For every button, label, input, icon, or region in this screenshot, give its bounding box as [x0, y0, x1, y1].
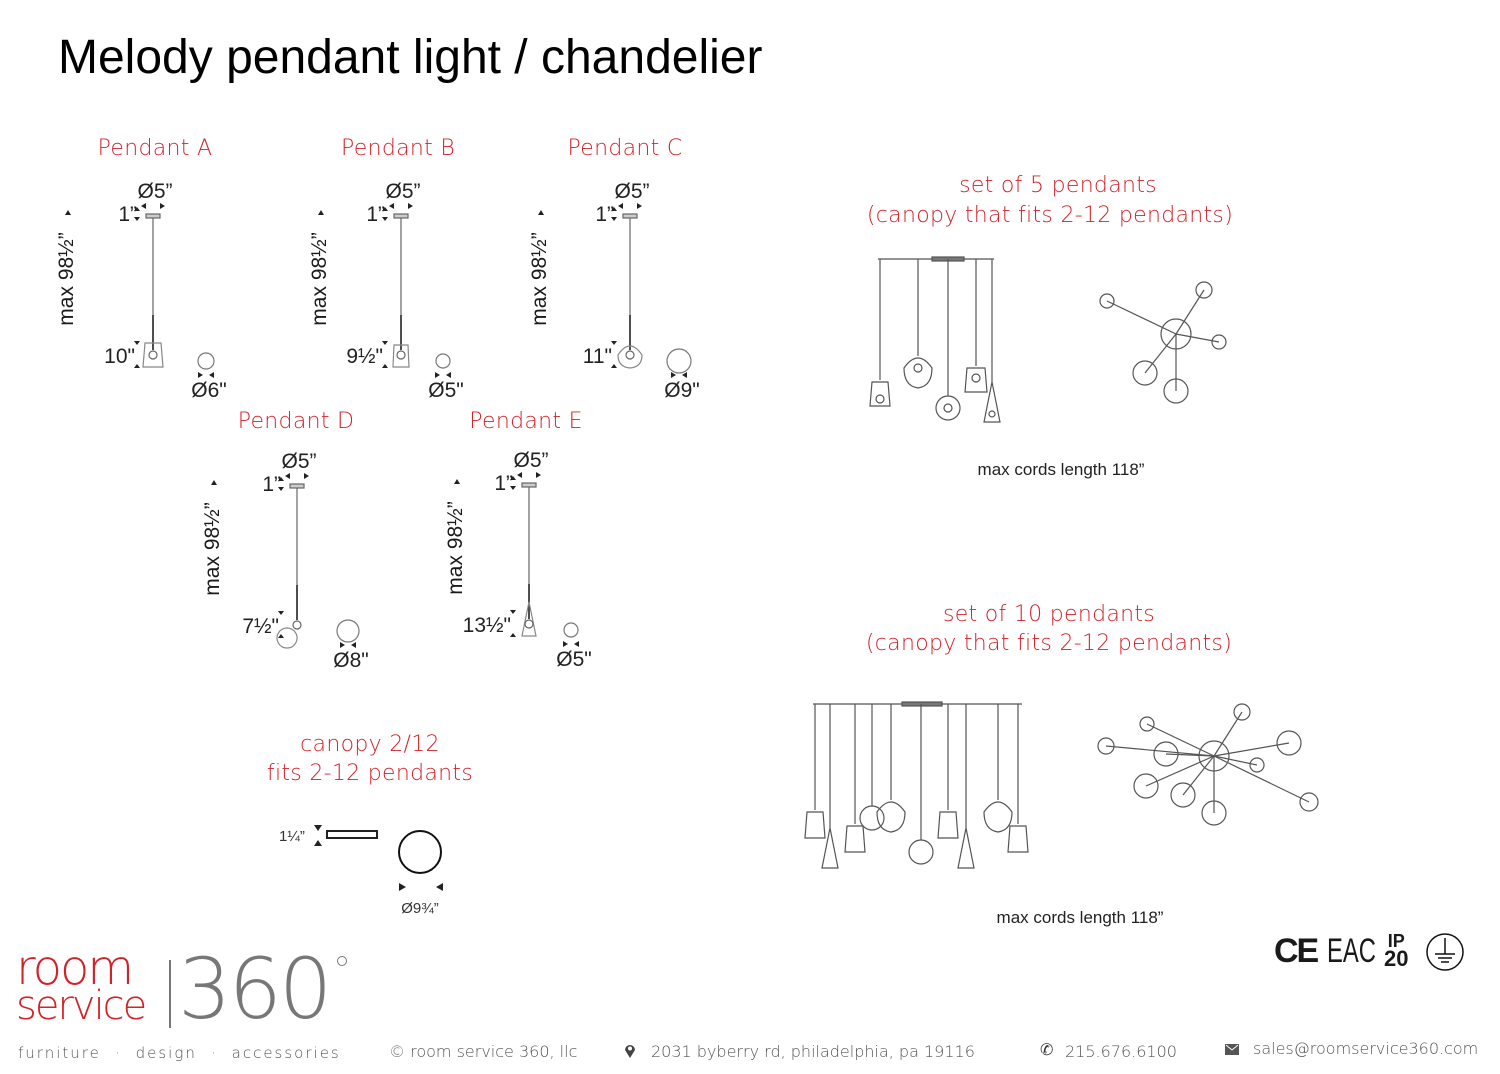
footer-email[interactable]: sales@roomservice360.com	[1253, 1039, 1479, 1058]
logo-divider	[169, 960, 171, 1028]
tagline-accessories: accessories	[231, 1044, 341, 1062]
logo: room service	[16, 940, 147, 1029]
shade-diameter: Ø5"	[428, 379, 464, 402]
ip-number: 20	[1384, 946, 1409, 971]
max-length-label: max 98½”	[201, 502, 224, 596]
set10-caption: max cords length 118”	[996, 908, 1164, 927]
max-length-label: max 98½”	[55, 232, 78, 326]
email-icon	[1225, 1044, 1239, 1055]
shade-diameter: Ø5"	[556, 648, 592, 671]
pendant-title: Pendant D	[237, 409, 355, 434]
ground-icon	[1426, 933, 1464, 971]
set10-subtitle: (canopy that fits 2-12 pendants)	[865, 631, 1233, 656]
footer-address: 2031 byberry rd, philadelphia, pa 19116	[651, 1042, 975, 1061]
phone-icon: ✆	[1040, 1042, 1054, 1059]
shade-height: 13½"	[462, 614, 511, 637]
canopy-height: 1”	[118, 203, 137, 226]
max-length-label: max 98½”	[444, 501, 467, 595]
canopy-drawing	[314, 825, 443, 891]
set5-subtitle: (canopy that fits 2-12 pendants)	[866, 203, 1234, 228]
canopy-diameter: Ø5”	[385, 180, 421, 203]
canopy-diameter-label: Ø9¾”	[401, 900, 439, 917]
canopy-diameter: Ø5”	[137, 180, 173, 203]
tagline-furniture: furniture	[18, 1044, 101, 1062]
canopy-height: 1”	[262, 473, 281, 496]
set10-side-view	[804, 701, 1029, 869]
pendant-title: Pendant E	[469, 409, 583, 434]
pendant-drawing	[65, 203, 215, 378]
pendant-drawing	[318, 203, 451, 378]
pendant-drawing	[211, 473, 360, 649]
canopy-subtitle: fits 2-12 pendants	[266, 761, 474, 786]
ce-mark: CE	[1274, 932, 1319, 970]
set5-title: set of 5 pendants	[959, 173, 1157, 198]
set5-top-view	[1099, 281, 1227, 404]
eac-mark: EAC	[1327, 932, 1376, 970]
shade-diameter: Ø8"	[333, 649, 369, 672]
degree-icon	[337, 956, 347, 966]
pendant-drawing	[454, 472, 579, 647]
pendant-title: Pendant B	[340, 136, 456, 161]
set5-side-view	[869, 256, 1001, 423]
pendant-title: Pendant C	[567, 136, 683, 161]
footer-phone[interactable]: 215.676.6100	[1065, 1042, 1177, 1061]
logo-service: service	[16, 983, 147, 1029]
set5-caption: max cords length 118”	[977, 460, 1145, 479]
shade-diameter: Ø9"	[664, 379, 700, 402]
logo-room: room	[16, 940, 134, 996]
location-pin-icon	[625, 1045, 635, 1058]
canopy-height: 1”	[595, 203, 614, 226]
shade-diameter: Ø6"	[191, 379, 227, 402]
shade-height: 9½"	[346, 345, 383, 368]
shade-height: 10"	[104, 345, 135, 368]
canopy-diameter: Ø5”	[513, 449, 549, 472]
logo-360: 360	[178, 940, 332, 1038]
ip20-rating: IP 20	[1384, 931, 1409, 971]
max-length-label: max 98½”	[308, 232, 331, 326]
shade-height: 11"	[582, 345, 612, 368]
max-length-label: max 98½”	[528, 232, 551, 326]
canopy-height: 1”	[366, 203, 385, 226]
pendant-title: Pendant A	[97, 136, 213, 161]
canopy-diameter: Ø5”	[614, 180, 650, 203]
set10-title: set of 10 pendants	[942, 602, 1156, 627]
canopy-diameter: Ø5”	[281, 450, 317, 473]
canopy-title: canopy 2/12	[300, 732, 440, 757]
tagline-design: design	[135, 1044, 197, 1062]
shade-height: 7½"	[242, 615, 279, 638]
ip-label: IP	[1387, 931, 1405, 951]
canopy-height-label: 1¼”	[279, 828, 305, 845]
logo-tagline: furniture · design · accessories	[18, 1044, 341, 1062]
page-title: Melody pendant light / chandelier	[58, 31, 763, 84]
footer-copyright: © room service 360, llc	[389, 1042, 578, 1061]
pendant-drawing	[538, 203, 692, 378]
canopy-height: 1”	[494, 472, 513, 495]
set10-top-view	[1097, 703, 1319, 826]
